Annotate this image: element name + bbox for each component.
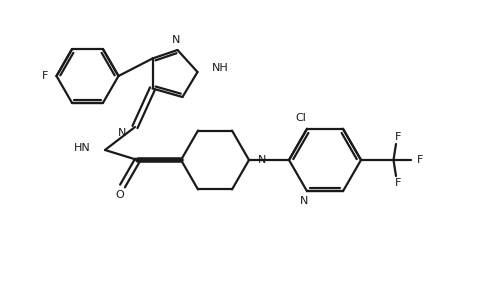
Text: N: N (300, 196, 308, 206)
Text: O: O (116, 190, 124, 200)
Text: NH: NH (212, 63, 228, 73)
Text: HN: HN (74, 143, 91, 153)
Text: N: N (258, 155, 266, 165)
Text: F: F (396, 132, 402, 142)
Text: N: N (172, 35, 180, 45)
Text: F: F (396, 178, 402, 188)
Text: Cl: Cl (296, 113, 306, 123)
Text: F: F (417, 155, 423, 165)
Text: F: F (42, 71, 48, 81)
Text: N: N (118, 128, 126, 138)
